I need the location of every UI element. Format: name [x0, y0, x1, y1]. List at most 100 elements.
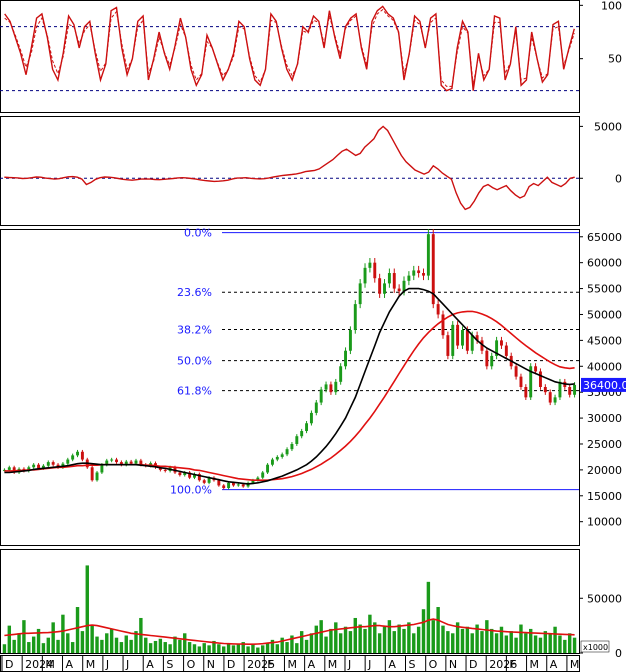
volume-bar: [270, 639, 275, 653]
volume-bar: [212, 640, 216, 653]
price-candle: [534, 366, 538, 372]
volume-bar: [455, 622, 460, 653]
price-candle: [300, 431, 304, 437]
month-label: 2024: [25, 658, 53, 671]
volume-bar: [338, 633, 343, 653]
y-tick-label: 20000: [587, 464, 622, 477]
volume-bar: [22, 620, 26, 653]
month-label: J: [105, 658, 109, 671]
price-candle: [378, 278, 382, 294]
volume-bar: [373, 622, 377, 653]
volume-ma-line: [4, 618, 575, 646]
panel-frame-stoch: [0, 0, 580, 113]
price-candle: [504, 345, 508, 356]
month-label: F: [267, 658, 273, 671]
volume-bar: [348, 631, 353, 653]
price-candle: [519, 376, 523, 387]
volume-bar: [139, 617, 143, 653]
fib-level-label: 23.6%: [177, 286, 212, 299]
volume-bar: [2, 644, 7, 653]
volume-bar: [144, 637, 148, 653]
price-candle: [436, 304, 440, 315]
price-candle: [363, 267, 367, 284]
y-tick-label: 15000: [587, 490, 622, 503]
volume-bar: [402, 628, 406, 653]
price-candle: [407, 275, 411, 281]
month-label: A: [388, 658, 396, 671]
volume-bar: [202, 643, 206, 653]
price-candle: [319, 389, 323, 403]
volume-bar: [17, 633, 21, 653]
volume-bar: [173, 636, 177, 653]
month-label: M: [287, 658, 297, 671]
price-candle: [543, 387, 547, 393]
volume-bar: [475, 624, 479, 653]
volume-bar: [105, 633, 109, 653]
volume-bar: [90, 625, 94, 653]
price-candle: [470, 335, 474, 351]
volume-bar: [7, 625, 12, 653]
month-label: A: [146, 658, 154, 671]
price-candle: [32, 464, 36, 468]
volume-bar: [504, 635, 509, 653]
y-tick-label: 40000: [587, 360, 622, 373]
price-candle: [105, 460, 109, 465]
volume-bar: [446, 631, 450, 653]
volume-bar: [426, 581, 431, 653]
price-candle: [309, 412, 313, 424]
price-candle: [241, 484, 245, 487]
price-candle: [227, 482, 231, 489]
price-candle: [348, 330, 352, 351]
month-label: A: [66, 658, 74, 671]
volume-bar: [324, 636, 328, 653]
volume-bar: [217, 644, 221, 653]
volume-bar: [387, 620, 392, 653]
month-label: N: [449, 658, 457, 671]
y-tick-label: 30000: [587, 412, 622, 425]
month-label: D: [469, 658, 477, 671]
volume-bar: [533, 635, 538, 653]
fib-level-label: 0.0%: [184, 227, 212, 240]
price-candle: [558, 381, 562, 398]
price-candle: [90, 467, 94, 481]
volume-bar: [285, 642, 289, 653]
volume-bar: [319, 620, 323, 653]
volume-bar: [70, 642, 75, 653]
y-tick-label: 50: [608, 53, 622, 66]
volume-bar: [246, 646, 250, 653]
volume-bar: [95, 636, 99, 653]
volume-bar: [514, 637, 518, 653]
volume-bar: [563, 639, 567, 653]
price-candle: [329, 384, 333, 393]
price-candle: [251, 480, 255, 483]
price-candle: [392, 273, 396, 289]
volume-bar: [543, 631, 548, 653]
price-candle: [500, 340, 503, 346]
volume-bar: [207, 645, 211, 653]
volume-bar: [465, 626, 470, 653]
volume-bar: [119, 642, 124, 653]
volume-bar: [334, 622, 338, 653]
panel-frames: [0, 0, 580, 672]
price-candle: [202, 480, 206, 483]
y-tick-label: 25000: [587, 438, 622, 451]
price-candle: [368, 262, 372, 268]
volume-bar: [66, 633, 70, 653]
price-candle: [124, 461, 128, 465]
volume-bar: [567, 633, 572, 653]
volume-bar: [256, 647, 260, 653]
price-candle: [524, 387, 528, 398]
y-tick-label: 50000: [587, 592, 622, 605]
price-candle: [266, 464, 270, 473]
price-candle: [358, 283, 362, 305]
volume-bar: [36, 628, 41, 653]
price-candle: [451, 324, 455, 356]
volume-bar: [553, 626, 557, 653]
y-tick-label: 10000: [587, 516, 622, 529]
y-tick-label: 50000: [587, 308, 622, 321]
y-tick-label: 0: [615, 647, 622, 660]
price-candle: [183, 472, 187, 476]
volume-bar: [431, 620, 435, 653]
volume-bar: [309, 633, 314, 653]
price-candle: [373, 262, 377, 279]
